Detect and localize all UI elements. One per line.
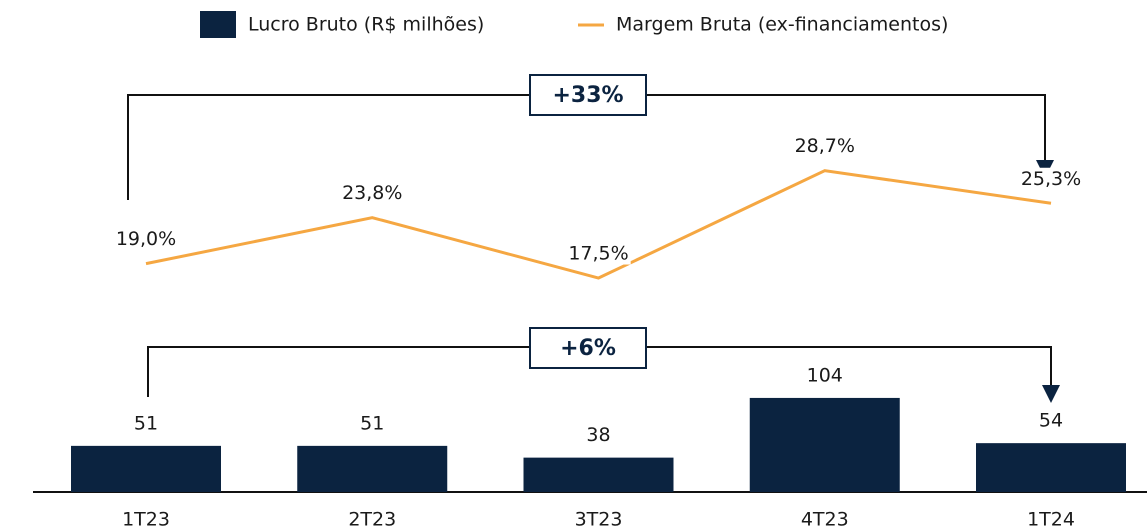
arrow xyxy=(1042,385,1060,403)
annotation: +33% xyxy=(552,83,623,108)
label-bg xyxy=(566,242,631,265)
legend-label: Margem Bruta (ex-financiamentos) xyxy=(616,14,948,36)
x-tick-label: 4T23 xyxy=(801,509,849,531)
data-label: 23,8% xyxy=(342,182,402,204)
label-bg xyxy=(340,182,405,205)
x-tick-label: 3T23 xyxy=(575,509,623,531)
x-tick-label: 2T23 xyxy=(348,509,396,531)
data-label: 51 xyxy=(360,412,384,434)
bar xyxy=(523,457,674,492)
bar xyxy=(749,397,900,492)
legend-swatch-bar xyxy=(200,11,236,38)
annotation-box xyxy=(529,74,647,116)
data-label: 28,7% xyxy=(795,135,855,157)
data-label: 51 xyxy=(134,412,158,434)
bar xyxy=(976,443,1126,492)
x-tick-label: 1T24 xyxy=(1027,509,1075,531)
label-bg xyxy=(792,135,857,158)
bar xyxy=(71,445,221,492)
line xyxy=(145,169,1052,280)
annotation-box xyxy=(529,327,647,369)
data-label: 104 xyxy=(807,364,843,386)
data-label: 17,5% xyxy=(568,243,628,265)
annotation: +6% xyxy=(560,336,616,361)
x-tick-label: 1T23 xyxy=(122,509,170,531)
data-label: 19,0% xyxy=(116,228,176,250)
data-label: 38 xyxy=(586,424,610,446)
legend-label: Lucro Bruto (R$ milhões) xyxy=(248,14,484,36)
bar xyxy=(297,445,448,492)
data-label: 54 xyxy=(1039,410,1063,432)
label-bg xyxy=(1018,167,1084,190)
data-label: 25,3% xyxy=(1021,168,1081,190)
label-bg xyxy=(113,228,179,251)
